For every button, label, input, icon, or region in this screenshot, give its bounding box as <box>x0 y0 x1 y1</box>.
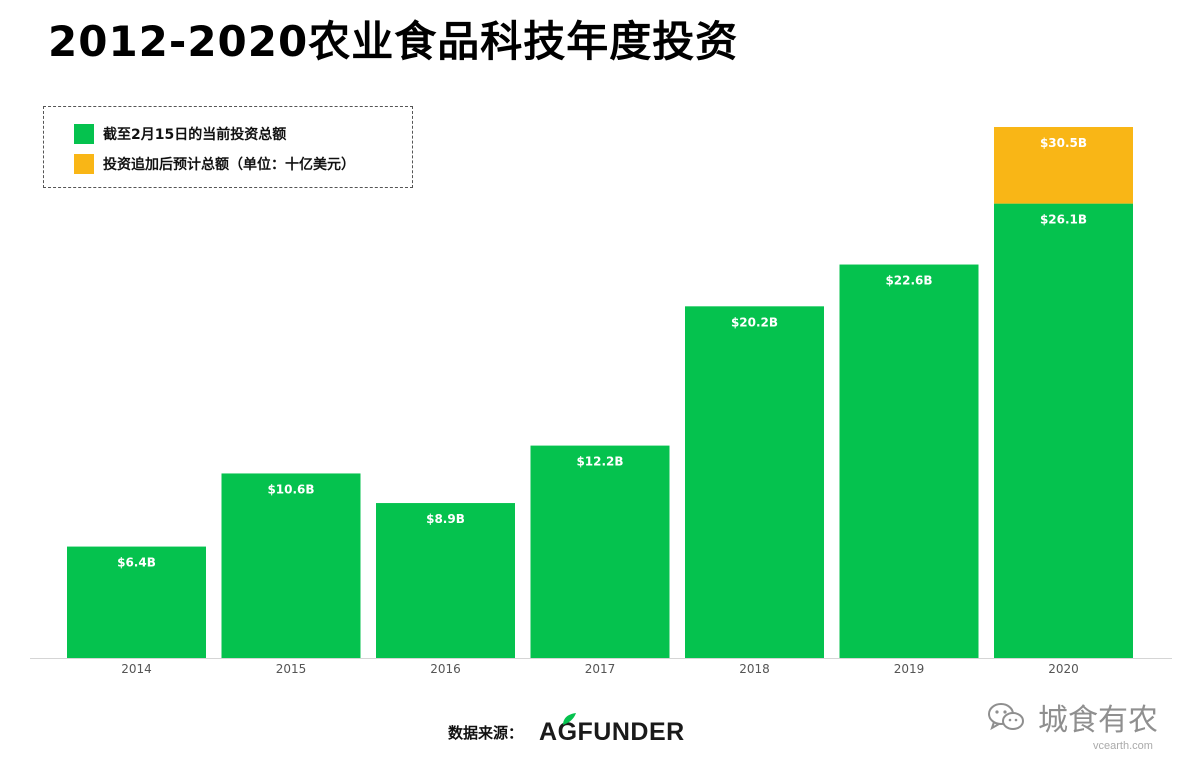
data-label-2018-series-0: $20.2B <box>731 315 778 329</box>
watermark-text: 城食有农 <box>1038 703 1158 738</box>
bar-2020-series-0 <box>994 203 1133 658</box>
agfunder-logo: AGFUNDER <box>539 712 684 752</box>
legend-swatch-projected <box>74 154 94 174</box>
watermark: 城食有农 <box>986 692 1158 742</box>
x-tick-label-2018: 2018 <box>739 662 770 676</box>
data-label-2017-series-0: $12.2B <box>576 455 623 469</box>
legend-label-current: 截至2月15日的当前投资总额 <box>103 127 287 143</box>
x-tick-label-2016: 2016 <box>430 662 461 676</box>
data-label-2020-series-1: $30.5B <box>1040 136 1087 150</box>
data-label-2019-series-0: $22.6B <box>885 274 932 288</box>
x-tick-label-2017: 2017 <box>585 662 616 676</box>
legend: 截至2月15日的当前投资总额 投资追加后预计总额（单位：十亿美元） <box>43 106 413 188</box>
bar-2015-series-0 <box>221 473 361 658</box>
data-label-2016-series-0: $8.9B <box>426 512 465 526</box>
bar-2014-series-0 <box>67 546 206 658</box>
data-label-2020-series-0: $26.1B <box>1040 213 1087 227</box>
bar-2016-series-0 <box>376 503 515 658</box>
bar-chart: $6.4B 2014 $10.6B 2015 $8.9B 2016 $12.2B 2017 $2… <box>30 127 1172 676</box>
watermark-sub: vcearth.com <box>1093 740 1153 752</box>
data-label-2015-series-0: $10.6B <box>267 482 314 496</box>
legend-swatch-current <box>74 124 94 144</box>
bar-2018-series-0 <box>685 306 824 658</box>
bar-2017-series-0 <box>530 445 670 658</box>
footer: 数据来源： AGFUNDER <box>448 710 684 754</box>
wechat-icon <box>988 703 1024 731</box>
chart-title: 2012-2020农业食品科技年度投资 <box>48 17 739 66</box>
agfunder-logo-text: AGFUNDER <box>539 718 685 746</box>
x-tick-label-2019: 2019 <box>894 662 925 676</box>
source-label: 数据来源： <box>448 723 524 742</box>
x-tick-label-2015: 2015 <box>276 662 307 676</box>
bar-2020-series-1 <box>994 127 1133 204</box>
x-tick-label-2014: 2014 <box>121 662 152 676</box>
legend-label-projected: 投资追加后预计总额（单位：十亿美元） <box>103 157 355 173</box>
data-label-2014-series-0: $6.4B <box>117 556 156 570</box>
bar-2019-series-0 <box>839 264 979 658</box>
sprout-icon <box>563 713 577 725</box>
x-tick-label-2020: 2020 <box>1048 662 1079 676</box>
legend-item-current: 截至2月15日的当前投资总额 <box>74 124 286 144</box>
legend-item-projected: 投资追加后预计总额（单位：十亿美元） <box>74 154 355 174</box>
